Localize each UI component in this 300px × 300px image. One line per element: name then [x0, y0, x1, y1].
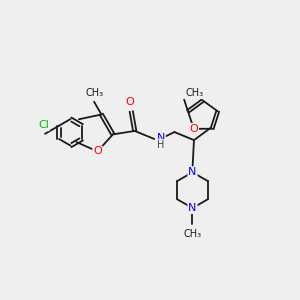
Text: N: N — [188, 167, 197, 177]
Text: O: O — [189, 124, 198, 134]
Text: N: N — [188, 203, 197, 213]
Text: O: O — [125, 97, 134, 107]
Text: N: N — [157, 133, 165, 143]
Text: H: H — [157, 140, 164, 150]
Text: CH₃: CH₃ — [183, 229, 202, 239]
Text: Cl: Cl — [38, 120, 49, 130]
Text: CH₃: CH₃ — [186, 88, 204, 98]
Text: O: O — [93, 146, 102, 156]
Text: CH₃: CH₃ — [85, 88, 104, 98]
